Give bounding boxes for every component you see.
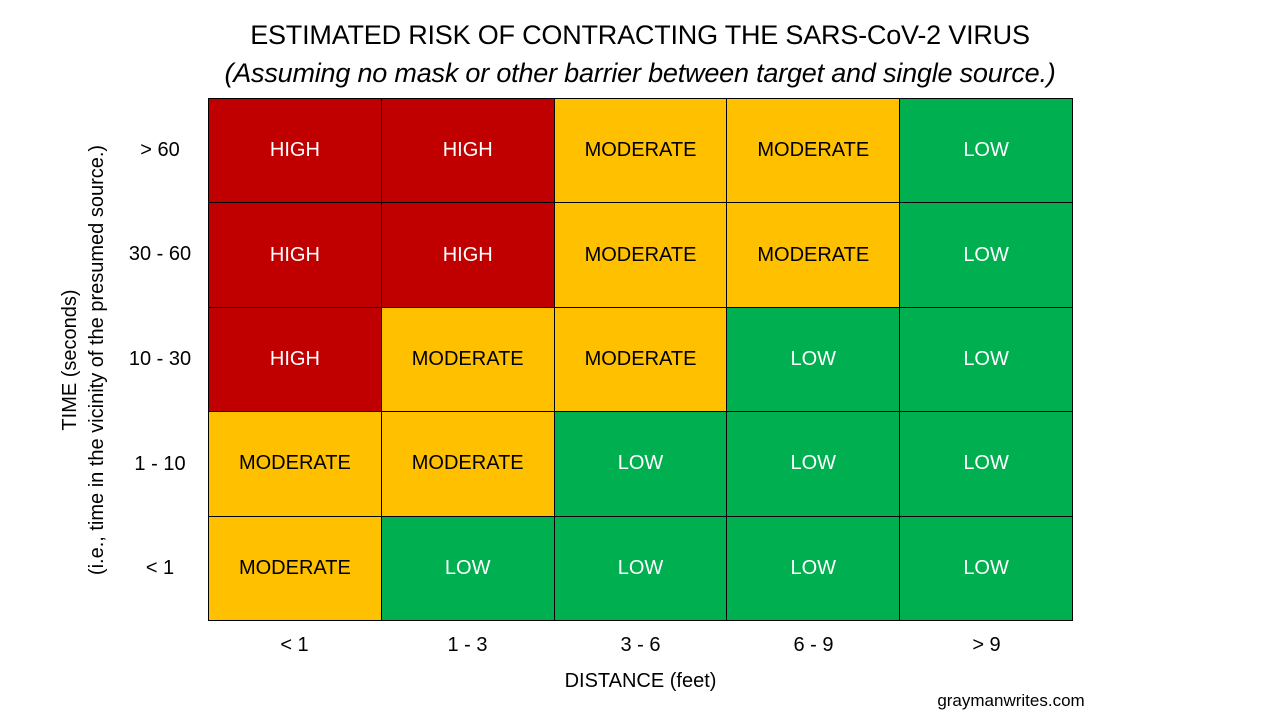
source-credit: graymanwrites.com <box>937 691 1085 710</box>
x-tick-label: 6 - 9 <box>793 633 834 656</box>
risk-cell: LOW <box>727 307 901 413</box>
risk-cell: MODERATE <box>381 307 555 413</box>
risk-cell: LOW <box>727 412 901 517</box>
risk-cell: MODERATE <box>381 412 555 517</box>
y-tick-label: 30 - 60 <box>128 243 192 266</box>
risk-cell: LOW <box>554 412 728 517</box>
risk-cell: LOW <box>900 307 1073 413</box>
risk-cell: MODERATE <box>727 99 901 204</box>
x-axis-label: DISTANCE (feet) <box>564 670 717 692</box>
risk-cell: MODERATE <box>554 307 728 413</box>
risk-cell: LOW <box>554 516 728 621</box>
y-tick-label: 10 - 30 <box>128 347 192 370</box>
risk-cell: MODERATE <box>209 516 382 621</box>
y-axis-label-line-2: (i.e., time in the vicinity of the presu… <box>86 144 108 575</box>
x-axis-tick-labels: < 1 1 - 3 3 - 6 6 - 9 > 9 <box>208 628 1073 662</box>
risk-cell: HIGH <box>381 99 555 204</box>
y-axis-tick-labels: > 60 30 - 60 10 - 30 1 - 10 < 1 <box>112 98 208 621</box>
risk-cell: MODERATE <box>554 99 728 204</box>
risk-cell: HIGH <box>209 307 382 413</box>
risk-cell: LOW <box>900 412 1073 517</box>
risk-matrix: HIGH HIGH MODERATE MODERATE LOW HIGH HIGH MODER… <box>208 98 1073 621</box>
x-tick-label: < 1 <box>280 633 309 656</box>
risk-cell: LOW <box>900 516 1073 621</box>
x-tick-label: 1 - 3 <box>447 633 488 656</box>
y-tick-label: > 60 <box>140 138 180 161</box>
risk-cell: LOW <box>381 516 555 621</box>
risk-cell: MODERATE <box>727 203 901 308</box>
y-axis-label: TIME (seconds) (i.e., time in the vicini… <box>54 98 114 621</box>
x-tick-label: > 9 <box>972 633 1001 656</box>
x-tick-label: 3 - 6 <box>620 633 661 656</box>
chart-title: ESTIMATED RISK OF CONTRACTING THE SARS-C… <box>250 20 1030 50</box>
risk-cell: HIGH <box>381 203 555 308</box>
risk-cell: LOW <box>727 516 901 621</box>
risk-cell: MODERATE <box>209 412 382 517</box>
risk-cell: LOW <box>900 99 1073 204</box>
risk-cell: HIGH <box>209 99 382 204</box>
risk-cell: HIGH <box>209 203 382 308</box>
y-tick-label: < 1 <box>145 557 175 580</box>
y-axis-label-line-1: TIME (seconds) <box>59 288 81 431</box>
risk-cell: LOW <box>900 203 1073 308</box>
y-tick-label: 1 - 10 <box>134 452 186 475</box>
risk-cell: MODERATE <box>554 203 728 308</box>
chart-subtitle: (Assuming no mask or other barrier betwe… <box>224 58 1056 88</box>
